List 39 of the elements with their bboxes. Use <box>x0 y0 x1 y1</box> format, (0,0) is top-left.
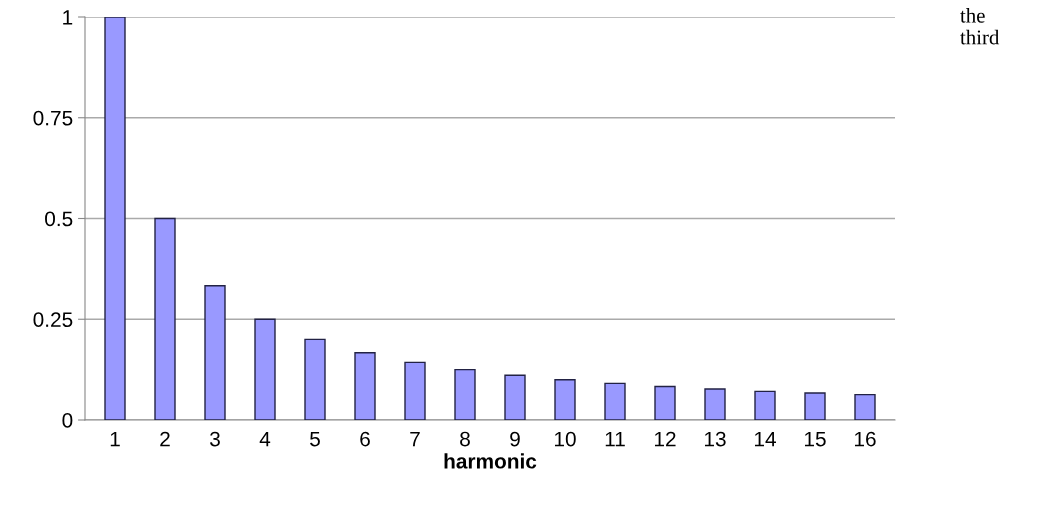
bar <box>754 390 776 420</box>
x-tick-label: 1 <box>110 431 120 447</box>
x-axis-title: harmonic <box>444 453 537 469</box>
bar <box>604 382 626 420</box>
bar <box>554 379 576 420</box>
x-tick-label: 7 <box>410 431 420 447</box>
y-tick-label: 1 <box>63 10 73 25</box>
y-tick-label: 0.75 <box>33 110 73 126</box>
y-tick-label: 0.5 <box>45 211 73 227</box>
x-tick-label: 6 <box>360 431 370 447</box>
x-tick-label: 9 <box>510 431 520 447</box>
x-tick-label: 16 <box>855 431 876 447</box>
x-tick-label: 8 <box>460 431 470 447</box>
x-tick-label: 11 <box>605 431 625 447</box>
x-tick-label: 10 <box>555 431 576 447</box>
bar <box>104 17 126 420</box>
bar <box>354 352 376 420</box>
bar <box>404 361 426 420</box>
bar <box>804 392 826 420</box>
text: the third <box>960 8 1000 45</box>
x-tick-label: 5 <box>310 431 320 447</box>
bar <box>204 285 226 420</box>
bar <box>854 393 876 420</box>
x-tick-label: 14 <box>755 431 776 447</box>
bar <box>454 368 476 420</box>
y-tick-label: 0.25 <box>33 312 73 327</box>
bar <box>304 338 326 420</box>
x-tick-label: 2 <box>160 431 170 447</box>
bar <box>504 374 526 420</box>
x-tick-label: 13 <box>705 431 726 447</box>
x-tick-label: 15 <box>805 431 826 447</box>
x-tick-label: 3 <box>210 431 220 447</box>
y-tick-label: 0 <box>62 413 73 428</box>
x-tick-label: 4 <box>259 431 271 447</box>
bar <box>704 388 726 420</box>
bar <box>154 217 176 420</box>
bar <box>254 318 276 420</box>
bar <box>654 385 676 420</box>
x-tick-label: 12 <box>655 431 676 447</box>
